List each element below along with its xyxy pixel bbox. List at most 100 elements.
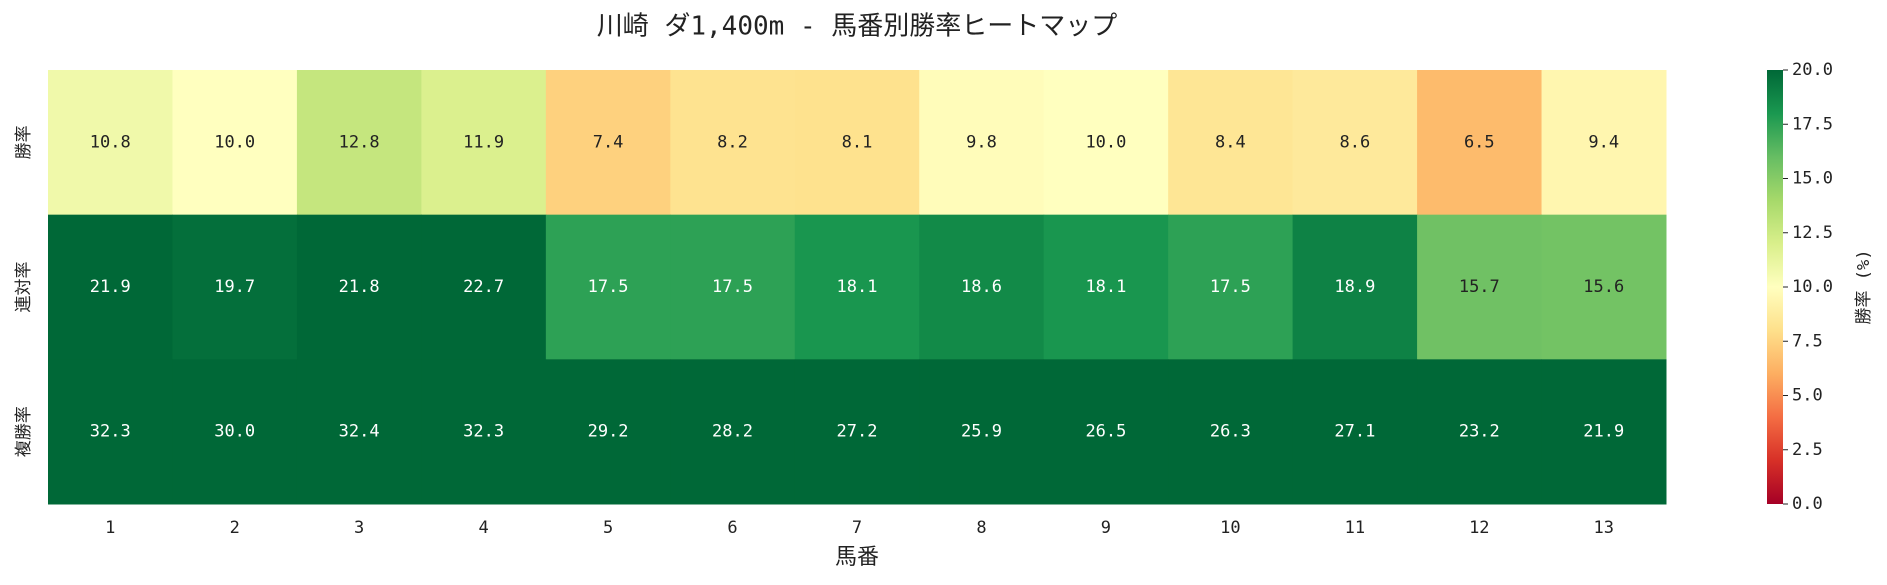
- x-tick-label: 12: [1469, 518, 1489, 538]
- heatmap-cell: [48, 214, 173, 360]
- colorbar-tick-label: 10.0: [1792, 277, 1833, 297]
- cell-label: 10.0: [214, 132, 255, 152]
- cell-label: 17.5: [1210, 277, 1251, 297]
- x-tick-label: 8: [976, 518, 986, 538]
- cell-label: 11.9: [463, 132, 504, 152]
- cell-label: 8.4: [1215, 132, 1246, 152]
- heatmap-cell: [545, 70, 671, 216]
- cell-label: 15.6: [1583, 277, 1624, 297]
- cell-label: 27.2: [837, 422, 878, 442]
- heatmap-cell: [296, 359, 422, 505]
- heatmap-cell: [794, 214, 920, 360]
- x-tick-label: 10: [1220, 518, 1240, 538]
- heatmap-cell: [48, 359, 173, 505]
- heatmap-cell: [794, 359, 920, 505]
- cell-label: 9.8: [966, 132, 997, 152]
- cell-label: 32.3: [90, 422, 131, 442]
- cell-label: 8.6: [1339, 132, 1370, 152]
- heatmap-cell: [670, 214, 796, 360]
- cell-label: 27.1: [1334, 422, 1375, 442]
- heatmap-cell: [545, 214, 671, 360]
- colorbar-tick-label: 15.0: [1792, 169, 1833, 189]
- cell-label: 21.9: [90, 277, 131, 297]
- x-tick-label: 1: [105, 518, 115, 538]
- colorbar-label: 勝率 (%): [1854, 250, 1874, 325]
- cell-label: 9.4: [1588, 132, 1619, 152]
- heatmap-cell: [1043, 214, 1169, 360]
- x-tick-label: 7: [852, 518, 862, 538]
- cell-label: 17.5: [712, 277, 753, 297]
- heatmap-cell: [172, 70, 298, 216]
- colorbar: [1767, 70, 1783, 504]
- cell-label: 32.3: [463, 422, 504, 442]
- cell-label: 28.2: [712, 422, 753, 442]
- cell-label: 25.9: [961, 422, 1002, 442]
- colorbar-tick-label: 0.0: [1792, 494, 1823, 514]
- cell-label: 7.4: [593, 132, 624, 152]
- y-tick-label: 勝率: [14, 125, 34, 159]
- heatmap-cell: [1168, 70, 1294, 216]
- cell-label: 19.7: [214, 277, 255, 297]
- heatmap-cell: [1292, 359, 1418, 505]
- heatmap-cell: [1417, 359, 1543, 505]
- heatmap-cell: [1541, 359, 1667, 505]
- cell-label: 10.0: [1085, 132, 1126, 152]
- heatmap-cell: [919, 70, 1045, 216]
- heatmap-cell: [1043, 359, 1169, 505]
- cell-label: 8.2: [717, 132, 748, 152]
- colorbar-tick-label: 5.0: [1792, 386, 1823, 406]
- cell-label: 10.8: [90, 132, 131, 152]
- x-tick-label: 5: [603, 518, 613, 538]
- colorbar-tick-label: 2.5: [1792, 440, 1823, 460]
- colorbar-tick-label: 20.0: [1792, 60, 1833, 80]
- heatmap-cell: [172, 214, 298, 360]
- heatmap-cell: [1541, 214, 1667, 360]
- cell-label: 6.5: [1464, 132, 1495, 152]
- cell-label: 17.5: [588, 277, 629, 297]
- cell-label: 15.7: [1459, 277, 1500, 297]
- heatmap-cell: [1417, 70, 1543, 216]
- heatmap-cell: [794, 70, 920, 216]
- heatmap-cell: [421, 214, 547, 360]
- x-axis-label: 馬番: [835, 545, 879, 570]
- heatmap-cell: [172, 359, 298, 505]
- heatmap-cell: [296, 214, 422, 360]
- cell-label: 23.2: [1459, 422, 1500, 442]
- heatmap-cell: [1292, 70, 1418, 216]
- heatmap-cell: [296, 70, 422, 216]
- heatmap-cell: [1168, 359, 1294, 505]
- cell-label: 18.9: [1334, 277, 1375, 297]
- cell-label: 18.1: [837, 277, 878, 297]
- heatmap-cell: [670, 359, 796, 505]
- heatmap-cell: [1292, 214, 1418, 360]
- heatmap-cell: [421, 359, 547, 505]
- x-tick-label: 3: [354, 518, 364, 538]
- cell-label: 21.8: [339, 277, 380, 297]
- colorbar-tick-label: 17.5: [1792, 114, 1833, 134]
- cell-label: 22.7: [463, 277, 504, 297]
- cell-label: 12.8: [339, 132, 380, 152]
- heatmap-cell: [919, 214, 1045, 360]
- cell-label: 26.3: [1210, 422, 1251, 442]
- y-tick-label: 連対率: [14, 262, 34, 313]
- x-tick-label: 6: [727, 518, 737, 538]
- cell-label: 8.1: [842, 132, 873, 152]
- heatmap-cell: [1417, 214, 1543, 360]
- chart-title: 川崎 ダ1,400m - 馬番別勝率ヒートマップ: [597, 12, 1118, 42]
- x-tick-label: 2: [230, 518, 240, 538]
- heatmap-cell: [919, 359, 1045, 505]
- heatmap-cell: [1168, 214, 1294, 360]
- colorbar-tick-label: 12.5: [1792, 223, 1833, 243]
- cell-label: 32.4: [339, 422, 380, 442]
- x-tick-label: 13: [1594, 518, 1614, 538]
- x-tick-label: 4: [478, 518, 488, 538]
- y-tick-label: 複勝率: [14, 406, 34, 457]
- cell-label: 18.6: [961, 277, 1002, 297]
- cell-label: 26.5: [1085, 422, 1126, 442]
- heatmap-cell: [421, 70, 547, 216]
- heatmap-cell: [1541, 70, 1667, 216]
- x-tick-label: 11: [1345, 518, 1365, 538]
- colorbar-tick-label: 7.5: [1792, 331, 1823, 351]
- cell-label: 18.1: [1085, 277, 1126, 297]
